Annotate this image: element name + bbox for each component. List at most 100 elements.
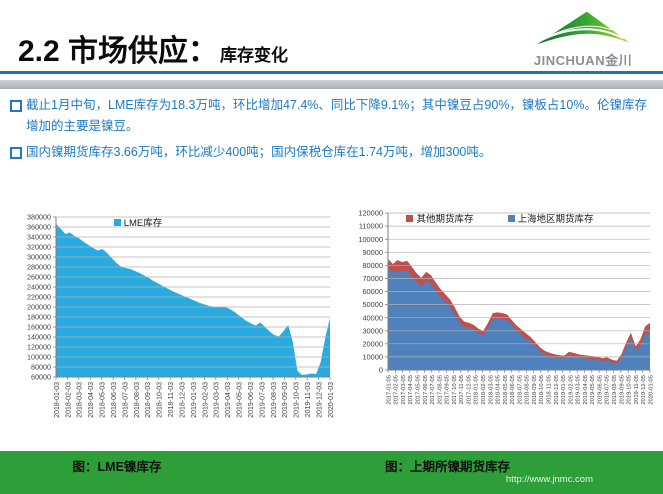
chart-canvas: 0 10000 20000 30000 40000 50000 60000 70000 8000… — [358, 209, 654, 405]
svg-text:80000: 80000 — [31, 363, 51, 372]
svg-text:2017-10-05: 2017-10-05 — [452, 375, 458, 405]
svg-text:220000: 220000 — [27, 293, 51, 302]
svg-text:2017-11-05: 2017-11-05 — [459, 375, 465, 404]
svg-text:2019-08-03: 2019-08-03 — [271, 382, 278, 418]
bullet-square-icon — [10, 100, 22, 112]
jinchuan-logo: JINCHUAN金川 — [527, 8, 639, 69]
shfe-stock-chart: 0 10000 20000 30000 40000 50000 60000 70000 8000… — [342, 203, 658, 447]
svg-text:2018-06-05: 2018-06-05 — [510, 375, 516, 405]
svg-text:60000: 60000 — [362, 287, 383, 296]
svg-text:380000: 380000 — [27, 213, 51, 222]
svg-text:2018-09-05: 2018-09-05 — [532, 375, 538, 405]
svg-text:120000: 120000 — [27, 343, 51, 352]
svg-text:120000: 120000 — [358, 209, 383, 218]
svg-text:2019-06-05: 2019-06-05 — [598, 375, 604, 405]
svg-text:2018-04-03: 2018-04-03 — [88, 382, 95, 418]
svg-text:2017-04-05: 2017-04-05 — [408, 375, 414, 405]
svg-text:90000: 90000 — [362, 248, 383, 257]
svg-text:2018-08-05: 2018-08-05 — [525, 375, 531, 405]
page-title-main: 2.2 市场供应： — [18, 35, 219, 68]
svg-text:2019-12-03: 2019-12-03 — [317, 382, 324, 418]
svg-text:2019-01-03: 2019-01-03 — [191, 382, 198, 418]
svg-text:340000: 340000 — [27, 233, 51, 242]
lme-stock-chart: 60000 80000 100000 120000 140000 160000 180000… — [20, 203, 336, 447]
svg-text:2019-03-05: 2019-03-05 — [576, 375, 582, 405]
svg-text:2019-04-05: 2019-04-05 — [583, 375, 589, 405]
svg-text:60000: 60000 — [31, 373, 51, 382]
svg-text:50000: 50000 — [362, 300, 383, 309]
svg-text:2019-09-03: 2019-09-03 — [282, 382, 289, 418]
svg-text:2018-05-05: 2018-05-05 — [503, 375, 509, 405]
svg-text:2019-03-03: 2019-03-03 — [214, 382, 221, 418]
svg-text:2019-12-05: 2019-12-05 — [641, 375, 647, 405]
svg-text:2018-01-03: 2018-01-03 — [54, 382, 61, 418]
svg-text:10000: 10000 — [362, 352, 383, 361]
svg-text:2019-01-05: 2019-01-05 — [561, 375, 567, 405]
svg-text:2019-09-05: 2019-09-05 — [619, 375, 625, 405]
svg-text:80000: 80000 — [362, 261, 383, 270]
svg-text:2018-01-05: 2018-01-05 — [474, 375, 480, 405]
svg-text:2018-12-03: 2018-12-03 — [180, 382, 187, 418]
chart-canvas: 6000080000100000120000140000160000180000… — [27, 213, 335, 418]
svg-text:110000: 110000 — [359, 222, 383, 231]
svg-text:2018-12-05: 2018-12-05 — [554, 375, 560, 405]
svg-text:2018-07-03: 2018-07-03 — [122, 382, 129, 418]
svg-text:2018-08-03: 2018-08-03 — [134, 382, 141, 418]
logo-wordmark: JINCHUAN金川 — [533, 53, 633, 68]
svg-text:2019-05-03: 2019-05-03 — [237, 382, 244, 418]
svg-text:40000: 40000 — [362, 313, 383, 322]
svg-text:240000: 240000 — [27, 283, 51, 292]
svg-text:70000: 70000 — [362, 274, 383, 283]
bullet-text: 截止1月中旬，LME库存为18.3万吨，环比增加47.4%、同比下降9.1%；其… — [26, 98, 647, 133]
website-url: http://www.jnmc.com — [505, 474, 593, 485]
svg-text:2018-04-05: 2018-04-05 — [496, 375, 502, 405]
svg-text:30000: 30000 — [362, 326, 383, 335]
svg-text:2017-08-05: 2017-08-05 — [437, 375, 443, 405]
svg-text:2019-10-03: 2019-10-03 — [294, 382, 301, 418]
svg-text:360000: 360000 — [27, 223, 51, 232]
svg-text:320000: 320000 — [27, 243, 51, 252]
svg-text:2018-05-03: 2018-05-03 — [100, 382, 107, 418]
svg-text:100000: 100000 — [358, 235, 383, 244]
page-title-sub: 库存变化 — [220, 46, 289, 65]
mountain-logo-icon — [536, 11, 630, 45]
svg-text:2017-09-05: 2017-09-05 — [445, 375, 451, 405]
page-title: 2.2 市场供应： 库存变化 — [18, 26, 288, 70]
svg-text:100000: 100000 — [27, 353, 51, 362]
svg-text:2018-02-03: 2018-02-03 — [65, 382, 72, 418]
header-rule-blue — [0, 71, 663, 74]
svg-text:2017-12-05: 2017-12-05 — [467, 375, 473, 405]
header-rule-gray — [0, 80, 663, 89]
svg-text:2018-02-05: 2018-02-05 — [481, 375, 487, 405]
bullet-list: 截止1月中旬，LME库存为18.3万吨，环比增加47.4%、同比下降9.1%；其… — [10, 95, 658, 168]
svg-text:2018-03-05: 2018-03-05 — [488, 375, 494, 405]
bullet-item: 截止1月中旬，LME库存为18.3万吨，环比增加47.4%、同比下降9.1%；其… — [10, 95, 658, 137]
svg-text:2017-05-05: 2017-05-05 — [416, 375, 422, 405]
svg-text:2019-11-05: 2019-11-05 — [634, 375, 640, 404]
svg-text:280000: 280000 — [27, 263, 51, 272]
svg-text:2019-02-05: 2019-02-05 — [568, 375, 574, 405]
svg-text:0: 0 — [379, 366, 383, 375]
caption-shfe: 图：上期所镍期货库存 — [385, 460, 511, 474]
svg-text:200000: 200000 — [27, 303, 51, 312]
svg-text:2018-03-03: 2018-03-03 — [77, 382, 84, 418]
svg-text:2019-11-03: 2019-11-03 — [305, 382, 312, 417]
svg-text:260000: 260000 — [27, 273, 51, 282]
svg-text:2017-03-05: 2017-03-05 — [401, 375, 407, 405]
svg-text:2019-05-05: 2019-05-05 — [590, 375, 596, 405]
svg-text:2018-11-05: 2018-11-05 — [547, 375, 553, 404]
svg-text:2019-07-03: 2019-07-03 — [259, 382, 266, 418]
svg-text:2018-10-03: 2018-10-03 — [157, 382, 164, 418]
svg-text:2019-06-03: 2019-06-03 — [248, 382, 255, 418]
svg-text:2018-07-05: 2018-07-05 — [517, 375, 523, 405]
svg-text:2019-10-05: 2019-10-05 — [627, 375, 633, 405]
svg-text:2017-01-05: 2017-01-05 — [386, 375, 392, 405]
svg-text:2019-07-05: 2019-07-05 — [605, 375, 611, 405]
bullet-text: 国内镍期货库存3.66万吨，环比减少400吨；国内保税仓库在1.74万吨，增加3… — [26, 145, 492, 159]
bullet-square-icon — [10, 147, 22, 159]
footer-band: 图：LME镍库存 图：上期所镍期货库存 http://www.jnmc.com — [0, 451, 663, 494]
svg-text:180000: 180000 — [27, 313, 51, 322]
svg-text:2017-07-05: 2017-07-05 — [430, 375, 436, 405]
svg-text:160000: 160000 — [27, 323, 51, 332]
